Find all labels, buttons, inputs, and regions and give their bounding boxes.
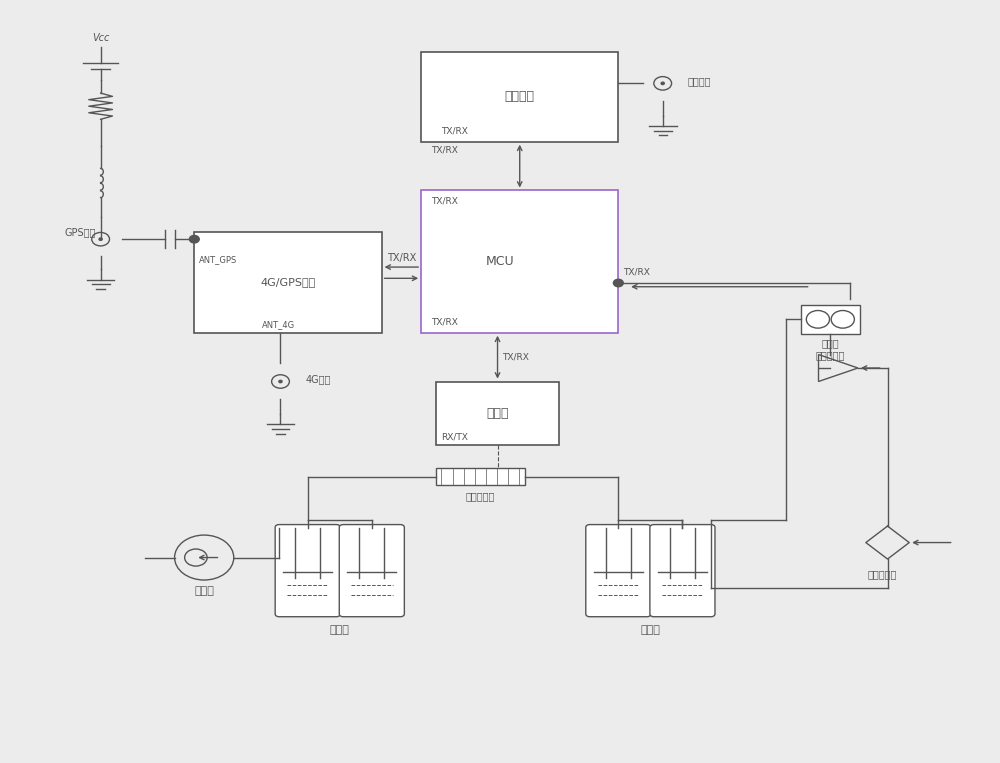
FancyBboxPatch shape (586, 525, 651, 617)
Text: TX/RX: TX/RX (431, 196, 458, 205)
Circle shape (613, 279, 623, 287)
Text: TX/RX: TX/RX (502, 353, 529, 362)
Text: 4G/GPS模块: 4G/GPS模块 (260, 277, 316, 287)
Text: 蓝牙天线: 蓝牙天线 (687, 76, 711, 86)
Bar (194, 232, 382, 333)
FancyBboxPatch shape (650, 525, 715, 617)
FancyBboxPatch shape (339, 525, 404, 617)
Text: GPS天线: GPS天线 (64, 227, 96, 237)
Circle shape (279, 380, 282, 383)
Text: Vcc: Vcc (92, 34, 109, 43)
Bar (436, 382, 559, 445)
Text: TX/RX: TX/RX (441, 127, 468, 136)
Circle shape (661, 82, 664, 85)
Text: 4G天线: 4G天线 (305, 375, 331, 385)
Circle shape (99, 238, 102, 240)
Circle shape (189, 236, 199, 243)
Text: 温控仪: 温控仪 (486, 407, 509, 420)
Bar (421, 191, 618, 333)
Text: 吸收瓶: 吸收瓶 (330, 625, 350, 635)
Text: RX/TX: RX/TX (441, 433, 468, 442)
Bar (421, 52, 618, 142)
Text: TX/RX: TX/RX (431, 146, 458, 155)
Text: ANT_GPS: ANT_GPS (199, 256, 237, 265)
FancyBboxPatch shape (275, 525, 340, 617)
Text: 流量计: 流量计 (822, 338, 839, 348)
Text: 高温催化床: 高温催化床 (466, 491, 495, 501)
Text: 抽气泵: 抽气泵 (194, 586, 214, 596)
Text: MCU: MCU (486, 255, 514, 268)
Text: TX/RX: TX/RX (623, 268, 650, 277)
Bar (801, 304, 860, 334)
Text: 吸收瓶: 吸收瓶 (640, 625, 660, 635)
Text: TX/RX: TX/RX (431, 318, 458, 327)
Text: ANT_4G: ANT_4G (262, 320, 295, 329)
Bar (436, 468, 525, 485)
Text: 蓝牙模块: 蓝牙模块 (505, 90, 535, 103)
Text: TX/RX: TX/RX (387, 253, 416, 262)
Text: 离子过滤器: 离子过滤器 (868, 568, 897, 579)
Text: 流量控制器: 流量控制器 (816, 350, 845, 360)
